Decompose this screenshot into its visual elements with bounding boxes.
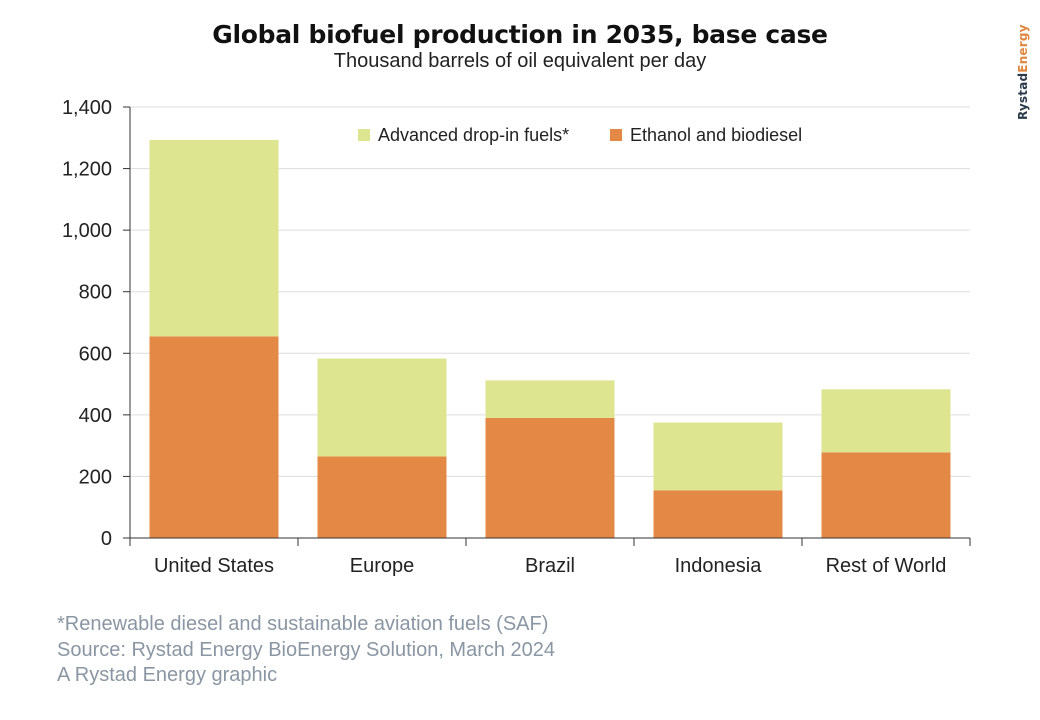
y-tick-label: 200 [79,466,112,488]
chart-subtitle: Thousand barrels of oil equivalent per d… [333,50,707,72]
y-tick-label: 400 [79,405,112,427]
bar-advanced-drop-in [149,139,279,337]
bar-advanced-drop-in [653,422,783,491]
credit-note: A Rystad Energy graphic [57,664,278,686]
x-tick-label: Europe [350,555,415,577]
chart-area: 0 200 400 600 800 1,000 1,200 1,400 United State… [62,97,971,577]
bar-ethanol-biodiesel [653,490,783,538]
x-tick-label: Indonesia [675,555,763,577]
y-tick-label: 1,400 [62,97,112,119]
chart-title: Global biofuel production in 2035, base … [212,20,828,49]
y-tick-label: 0 [101,528,112,550]
y-tick-label: 1,200 [62,159,112,181]
x-tick-label: United States [154,555,274,577]
bar-advanced-drop-in [821,389,951,453]
source-note: Source: Rystad Energy BioEnergy Solution… [57,638,556,661]
footer-notes: *Renewable diesel and sustainable aviati… [57,612,555,689]
x-tick-label: Brazil [525,555,575,577]
legend-swatch [610,129,622,141]
legend-swatch [358,129,370,141]
x-tick-label: Rest of World [826,555,947,577]
bar-ethanol-biodiesel [821,452,951,538]
bar-ethanol-biodiesel [485,417,615,538]
y-tick-label: 800 [79,282,112,304]
bar-advanced-drop-in [317,358,447,457]
legend-label: Ethanol and biodiesel [630,125,802,145]
bar-advanced-drop-in [485,380,615,418]
legend-label: Advanced drop-in fuels* [378,125,569,145]
bar-ethanol-biodiesel [317,456,447,538]
bar-ethanol-biodiesel [149,336,279,538]
y-tick-label: 600 [79,343,112,365]
footnote-saf: *Renewable diesel and sustainable aviati… [57,613,549,635]
y-tick-label: 1,000 [62,220,112,242]
